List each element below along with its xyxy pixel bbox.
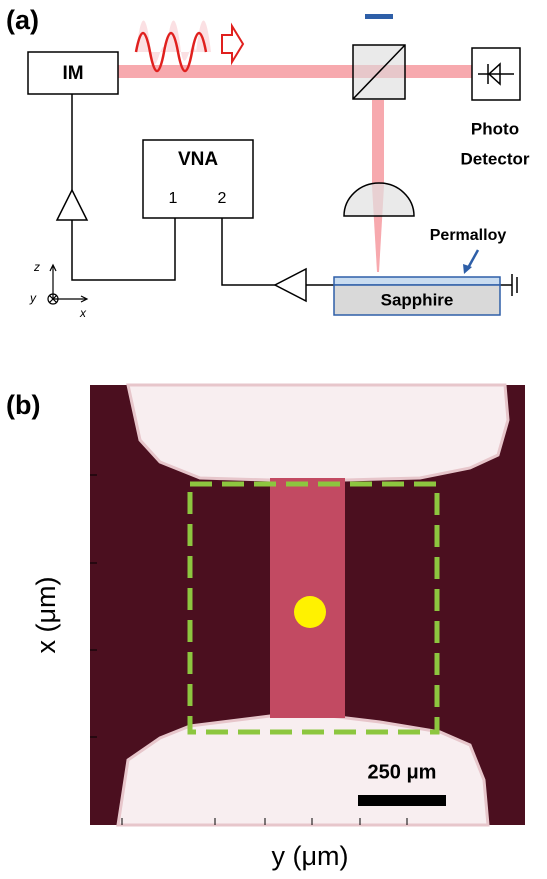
wiring — [72, 94, 517, 296]
coordinate-axes — [48, 265, 87, 304]
substrate-label: Sapphire — [381, 290, 454, 309]
modulator-label: IM — [62, 63, 83, 84]
panel-label: (b) — [6, 390, 40, 420]
top-pad — [128, 385, 508, 480]
panel-a: (a) IM Photo Detector VNA 1 2 — [6, 5, 530, 320]
amplifier — [275, 269, 306, 301]
film-label: Permalloy — [430, 227, 507, 244]
axis-label: x — [79, 306, 87, 320]
detector-label: Detector — [461, 149, 530, 168]
mirror — [365, 14, 393, 19]
panel-b: (b) 250 μm y (μm) x (μm) — [6, 385, 525, 871]
detector-label: Photo — [471, 119, 519, 138]
scale-bar-label: 250 μm — [368, 761, 437, 783]
pointer — [468, 250, 478, 268]
lens — [344, 183, 414, 216]
amplifier — [57, 190, 87, 220]
laser-beam — [118, 65, 474, 78]
port-label: 2 — [218, 190, 227, 207]
scale-bar — [358, 795, 446, 806]
y-axis-label: x (μm) — [31, 576, 61, 653]
analyzer-label: VNA — [178, 149, 218, 170]
panel-label: (a) — [6, 5, 39, 35]
x-axis-label: y (μm) — [271, 841, 348, 871]
figure: (a) IM Photo Detector VNA 1 2 — [0, 0, 547, 879]
laser-spot — [294, 596, 326, 628]
port-label: 1 — [169, 190, 178, 207]
axis-label: y — [29, 291, 37, 305]
arrow — [222, 26, 243, 62]
film — [334, 277, 500, 285]
axis-label: z — [33, 260, 40, 274]
